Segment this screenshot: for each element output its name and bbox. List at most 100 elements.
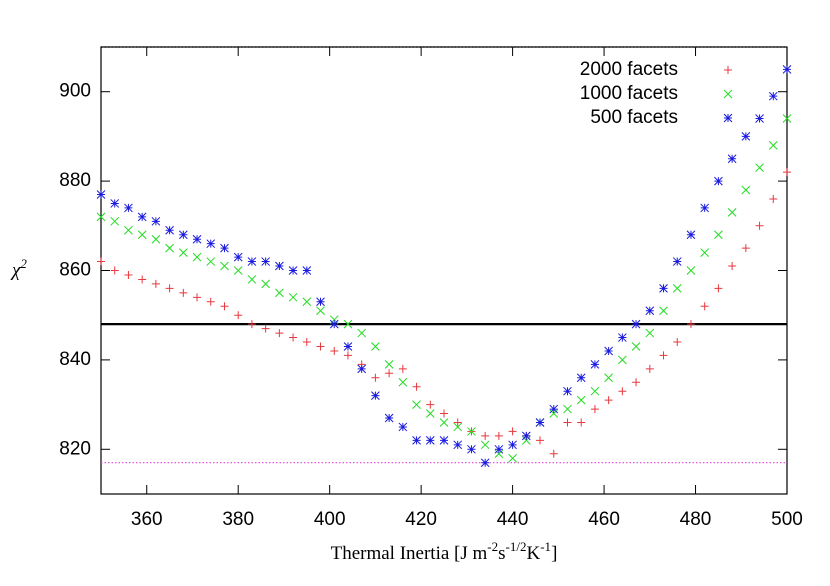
data-point: [275, 329, 284, 338]
data-point: [741, 244, 750, 253]
data-point: [782, 114, 792, 123]
data-point: [192, 234, 202, 244]
x-axis-label-part: s: [498, 543, 505, 564]
data-point: [439, 436, 449, 445]
data-point: [618, 333, 627, 342]
data-point: [247, 275, 257, 284]
x-axis-label-part: -1/2: [506, 539, 527, 554]
y-tick-label: 840: [59, 349, 91, 370]
data-point: [549, 409, 559, 418]
x-axis-label-part: K: [526, 543, 540, 564]
x-tick-label: 500: [771, 509, 803, 530]
data-point: [371, 391, 380, 401]
data-point: [686, 320, 695, 329]
data-point: [316, 306, 325, 316]
y-tick-label: 880: [59, 170, 91, 191]
data-point: [343, 342, 353, 351]
data-point: [728, 262, 737, 271]
data-point: [329, 315, 339, 325]
data-point: [165, 284, 174, 293]
data-point: [467, 427, 476, 436]
y-axis-label: χ2: [10, 256, 27, 281]
data-point: [206, 257, 216, 266]
data-point: [741, 185, 751, 195]
data-point: [193, 293, 202, 302]
y-tick-label: 820: [59, 438, 91, 459]
data-point: [481, 431, 490, 440]
data-point: [178, 248, 188, 257]
data-point: [645, 364, 654, 373]
data-point: [549, 449, 558, 458]
data-point: [618, 387, 627, 396]
data-point: [604, 346, 613, 356]
data-point: [261, 257, 270, 266]
legend-marker: [723, 113, 733, 123]
data-point: [536, 436, 545, 445]
data-point: [137, 230, 147, 240]
data-point: [631, 319, 641, 329]
data-point: [247, 320, 256, 329]
data-point: [138, 275, 147, 284]
data-point: [110, 266, 119, 275]
data-point: [275, 261, 284, 271]
data-point: [426, 400, 435, 409]
data-point: [755, 114, 764, 123]
data-point: [220, 261, 229, 271]
data-point: [659, 284, 668, 293]
data-point: [755, 221, 764, 230]
data-point: [137, 212, 147, 222]
data-point: [659, 306, 668, 316]
plot-frame: [100, 46, 788, 495]
legend-marker: [723, 89, 733, 99]
data-point: [741, 132, 751, 141]
data-point: [686, 266, 696, 275]
data-point: [220, 243, 229, 253]
data-point: [782, 64, 792, 74]
data-point: [384, 360, 394, 369]
x-tick-label: 420: [405, 509, 437, 530]
data-point: [289, 333, 298, 342]
data-point: [233, 252, 243, 262]
data-point: [645, 306, 655, 316]
data-point: [453, 422, 463, 432]
data-point: [288, 266, 298, 275]
data-point: [412, 400, 421, 409]
data-point: [165, 243, 174, 253]
data-point: [412, 382, 421, 391]
data-point: [233, 266, 243, 275]
data-point: [357, 328, 367, 338]
x-axis-label-part: -1: [540, 539, 551, 554]
data-point: [412, 436, 421, 445]
data-point: [371, 342, 380, 351]
data-point: [769, 194, 778, 203]
data-point: [563, 404, 572, 414]
x-axis-label-part: Thermal Inertia [J m: [331, 543, 488, 564]
legend-label: 1000 facets: [580, 83, 678, 104]
data-point: [398, 422, 408, 432]
data-point: [590, 386, 600, 396]
data-point: [398, 364, 407, 373]
data-point: [673, 338, 682, 347]
data-point: [371, 373, 380, 382]
data-point: [563, 418, 572, 427]
x-tick-label: 440: [497, 509, 529, 530]
data-point: [96, 190, 106, 199]
data-point: [700, 203, 710, 213]
data-point: [343, 319, 353, 329]
data-point: [124, 270, 133, 279]
data-point: [302, 338, 311, 347]
data-point: [714, 176, 723, 186]
data-point: [384, 413, 394, 423]
data-point: [700, 302, 709, 311]
data-point: [179, 288, 188, 297]
data-point: [672, 257, 682, 266]
data-point: [151, 279, 160, 288]
data-point: [398, 377, 408, 387]
data-point: [494, 444, 504, 454]
data-point: [618, 355, 627, 365]
data-point: [590, 405, 599, 414]
data-point: [206, 239, 216, 249]
data-point: [700, 248, 710, 257]
data-point: [494, 449, 504, 459]
data-point: [151, 234, 161, 244]
